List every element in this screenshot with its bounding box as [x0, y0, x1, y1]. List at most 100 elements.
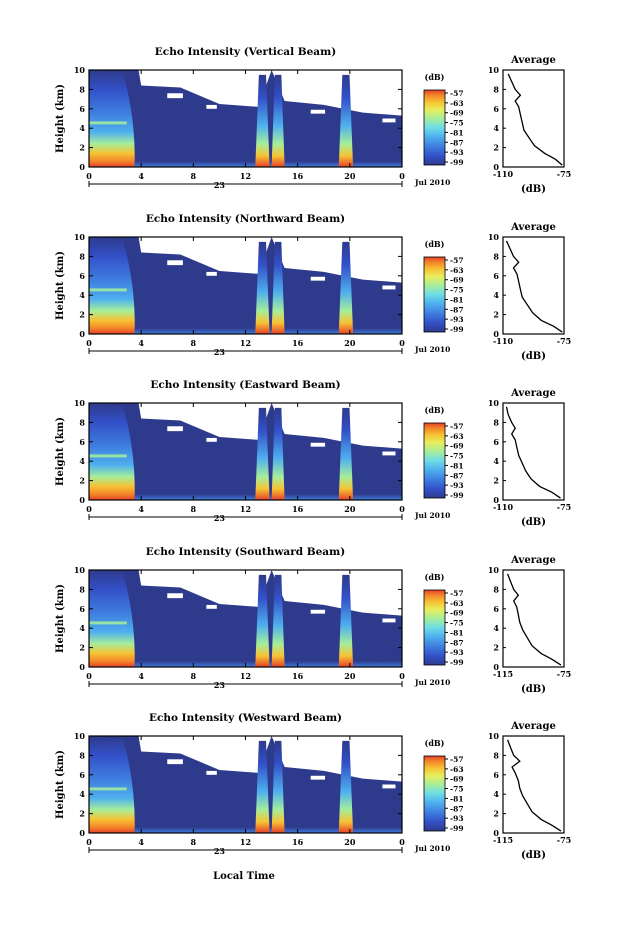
- data-gap: [156, 79, 166, 86]
- x-tick-label: 0: [399, 671, 405, 681]
- average-title: Average: [510, 388, 556, 399]
- data-gap: [156, 246, 166, 253]
- average-frame: [502, 402, 565, 501]
- colorbar-unit: (dB): [425, 572, 445, 582]
- avg-y-tick-label: 2: [493, 310, 499, 320]
- early-echo: [89, 570, 135, 667]
- x-tick-label: 8: [191, 338, 197, 348]
- colorbar-tick-label: -87: [450, 471, 464, 480]
- avg-y-tick-label: 0: [493, 662, 499, 672]
- y-tick-label: 8: [79, 750, 85, 760]
- day-label: 23: [214, 347, 226, 357]
- colorbar-tick-label: -69: [450, 109, 464, 118]
- x-tick-label: 16: [292, 338, 304, 348]
- day-label: 23: [214, 680, 226, 690]
- x-tick-label: 12: [240, 504, 251, 514]
- avg-y-tick-label: 0: [493, 162, 499, 172]
- avg-y-tick-label: 2: [493, 643, 499, 653]
- avg-y-tick-label: 6: [493, 770, 499, 780]
- y-tick-label: 0: [79, 662, 85, 672]
- x-tick-label: 0: [399, 338, 405, 348]
- colorbar-tick-label: -99: [450, 658, 464, 667]
- data-gap: [156, 745, 166, 752]
- colorbar-tick-label: -81: [450, 295, 464, 304]
- colorbar-tick-label: -63: [450, 599, 464, 608]
- early-echo: [89, 70, 135, 167]
- colorbar-tick-label: -87: [450, 638, 464, 647]
- convective-cell: [255, 74, 270, 167]
- x-tick-label: 0: [399, 171, 405, 181]
- y-tick-label: 6: [79, 770, 85, 780]
- avg-x-tick-label: -75: [557, 336, 571, 346]
- day-label: 23: [214, 846, 226, 856]
- avg-y-tick-label: 6: [493, 604, 499, 614]
- data-gap: [206, 604, 217, 609]
- colorbar-tick-label: -63: [450, 432, 464, 441]
- x-tick-label: 4: [138, 504, 144, 514]
- convective-cell: [338, 407, 354, 500]
- colorbar-tick-label: -93: [450, 148, 464, 157]
- avg-y-tick-label: 4: [493, 456, 499, 466]
- x-tick-label: 16: [292, 837, 304, 847]
- data-gap: [310, 609, 326, 614]
- avg-x-tick-label: -115: [493, 835, 513, 845]
- bright-band: [89, 787, 127, 791]
- data-gap: [167, 759, 183, 765]
- avg-y-tick-label: 4: [493, 123, 499, 133]
- average-frame: [502, 69, 565, 168]
- early-echo: [89, 403, 135, 500]
- y-tick-label: 0: [79, 495, 85, 505]
- y-tick-label: 10: [74, 565, 86, 575]
- colorbar-tick-label: -75: [450, 619, 464, 628]
- convective-cell: [338, 740, 354, 833]
- colorbar-tick-label: -57: [450, 755, 464, 764]
- colorbar-tick-label: -87: [450, 138, 464, 147]
- y-tick-label: 8: [79, 84, 85, 94]
- avg-y-tick-label: 0: [493, 828, 499, 838]
- colorbar-tick-label: -57: [450, 589, 464, 598]
- x-axis-label: Local Time: [213, 871, 275, 882]
- x-tick-label: 20: [344, 338, 356, 348]
- y-tick-label: 6: [79, 437, 85, 447]
- y-axis-label: Height (km): [55, 251, 66, 320]
- x-tick-label: 16: [292, 504, 304, 514]
- data-gap: [382, 618, 396, 623]
- avg-y-tick-label: 8: [493, 417, 499, 427]
- colorbar-tick-label: -99: [450, 491, 464, 500]
- data-gap: [382, 784, 396, 789]
- data-gap: [310, 109, 326, 114]
- convective-cell: [255, 407, 270, 500]
- avg-y-tick-label: 10: [488, 232, 500, 242]
- panel-title: Echo Intensity (Westward Beam): [149, 712, 342, 724]
- x-tick-label: 8: [191, 837, 197, 847]
- bright-band: [89, 621, 127, 625]
- colorbar-tick-label: -93: [450, 315, 464, 324]
- y-tick-label: 0: [79, 828, 85, 838]
- average-x-label: (dB): [521, 684, 546, 695]
- colorbar-tick-label: -63: [450, 99, 464, 108]
- date-label: Jul 2010: [414, 345, 450, 354]
- data-gap: [167, 426, 183, 432]
- colorbar-tick-label: -93: [450, 481, 464, 490]
- data-gap: [156, 579, 166, 586]
- y-tick-label: 10: [74, 65, 86, 75]
- date-label: Jul 2010: [414, 178, 450, 187]
- x-tick-label: 0: [86, 338, 92, 348]
- y-tick-label: 2: [79, 643, 85, 653]
- avg-x-tick-label: -75: [557, 502, 571, 512]
- avg-y-tick-label: 8: [493, 750, 499, 760]
- panel-title: Echo Intensity (Northward Beam): [146, 213, 345, 225]
- y-tick-label: 4: [79, 290, 85, 300]
- avg-y-tick-label: 8: [493, 84, 499, 94]
- convective-cell: [255, 241, 270, 334]
- colorbar-tick-label: -63: [450, 765, 464, 774]
- avg-y-tick-label: 6: [493, 271, 499, 281]
- colorbar-tick-label: -93: [450, 814, 464, 823]
- convective-cell: [271, 574, 285, 667]
- data-gap: [206, 271, 217, 276]
- data-gap: [310, 775, 326, 780]
- data-gap: [310, 276, 326, 281]
- y-tick-label: 4: [79, 789, 85, 799]
- average-title: Average: [510, 721, 556, 732]
- colorbar-tick-label: -81: [450, 461, 464, 470]
